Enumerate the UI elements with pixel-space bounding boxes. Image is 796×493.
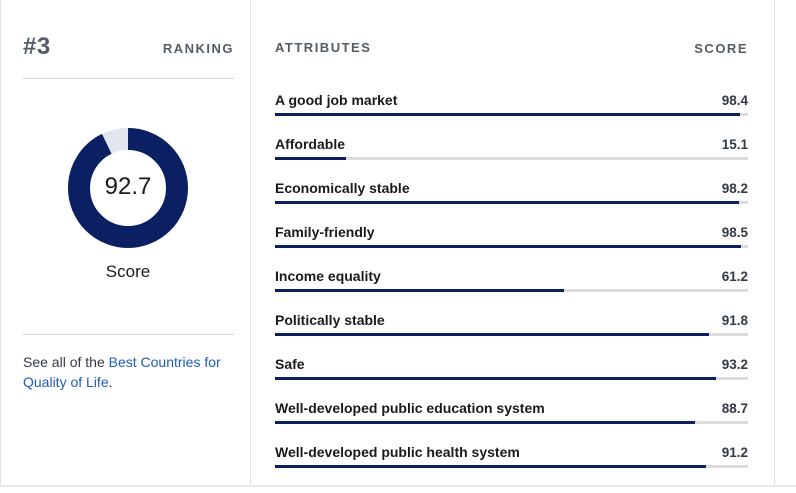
attribute-row: Safe 93.2 bbox=[275, 356, 748, 386]
attribute-bar-track bbox=[275, 333, 748, 336]
attribute-bar-fill bbox=[275, 157, 347, 160]
attribute-bar-track bbox=[275, 245, 748, 248]
attribute-score: 88.7 bbox=[721, 401, 748, 416]
attribute-bar-fill bbox=[275, 245, 741, 248]
see-all-suffix: . bbox=[108, 374, 113, 390]
attribute-row: Economically stable 98.2 bbox=[275, 180, 748, 210]
attributes-header: ATTRIBUTES bbox=[275, 40, 372, 55]
attribute-score: 15.1 bbox=[721, 137, 748, 152]
attribute-row: Income equality 61.2 bbox=[275, 268, 748, 298]
attribute-score: 91.8 bbox=[721, 313, 748, 328]
attribute-name: Income equality bbox=[275, 268, 381, 284]
attribute-score: 98.2 bbox=[721, 181, 748, 196]
attribute-bar-fill bbox=[275, 377, 716, 380]
attribute-score: 98.4 bbox=[721, 93, 748, 108]
attribute-bar-fill bbox=[275, 289, 565, 292]
attribute-row: Well-developed public health system 91.2 bbox=[275, 444, 748, 474]
attribute-row: Family-friendly 98.5 bbox=[275, 224, 748, 254]
best-countries-link[interactable]: Best Countries for Quality of Life bbox=[23, 354, 221, 390]
attribute-bar-fill bbox=[275, 113, 741, 116]
attribute-name: Family-friendly bbox=[275, 224, 375, 240]
attribute-name: Politically stable bbox=[275, 312, 385, 328]
attribute-score: 93.2 bbox=[721, 357, 748, 372]
attribute-bar-fill bbox=[275, 421, 695, 424]
donut-fill bbox=[68, 128, 188, 248]
attribute-bar-track bbox=[275, 157, 748, 160]
attribute-bar-track bbox=[275, 113, 748, 116]
attribute-row: Affordable 15.1 bbox=[275, 136, 748, 166]
score-label: Score bbox=[105, 262, 151, 281]
panel-divider bbox=[250, 0, 251, 486]
attribute-bar-track bbox=[275, 377, 748, 380]
ranking-label: RANKING bbox=[162, 41, 234, 56]
attribute-row: Politically stable 91.8 bbox=[275, 312, 748, 342]
attribute-score: 91.2 bbox=[721, 445, 748, 460]
card-bottom-border bbox=[0, 485, 796, 487]
rank-number: #3 bbox=[23, 33, 51, 60]
attribute-bar-track bbox=[275, 201, 748, 204]
attribute-row: Well-developed public education system 88… bbox=[275, 400, 748, 430]
score-value: 92.7 bbox=[104, 173, 152, 200]
left-top-divider bbox=[23, 78, 234, 79]
card-right-border bbox=[774, 0, 775, 486]
attribute-bar-fill bbox=[275, 201, 740, 204]
attribute-score: 61.2 bbox=[721, 269, 748, 284]
attribute-bar-track bbox=[275, 289, 748, 292]
attribute-bar-fill bbox=[275, 333, 710, 336]
left-bottom-divider bbox=[23, 334, 234, 335]
score-donut-chart bbox=[68, 128, 188, 248]
attribute-score: 98.5 bbox=[721, 225, 748, 240]
attribute-row: A good job market 98.4 bbox=[275, 92, 748, 122]
attribute-name: Well-developed public health system bbox=[275, 444, 520, 460]
card-left-border bbox=[0, 0, 1, 486]
score-column-header: SCORE bbox=[694, 41, 748, 56]
attribute-name: Economically stable bbox=[275, 180, 410, 196]
attribute-name: Affordable bbox=[275, 136, 345, 152]
attribute-name: Well-developed public education system bbox=[275, 400, 545, 416]
see-all-text: See all of the Best Countries for Qualit… bbox=[23, 352, 238, 392]
attribute-name: Safe bbox=[275, 356, 305, 372]
attribute-bar-track bbox=[275, 421, 748, 424]
see-all-prefix: See all of the bbox=[23, 354, 109, 370]
attribute-bar-track bbox=[275, 465, 748, 468]
attribute-bar-fill bbox=[275, 465, 707, 468]
attribute-name: A good job market bbox=[275, 92, 398, 108]
